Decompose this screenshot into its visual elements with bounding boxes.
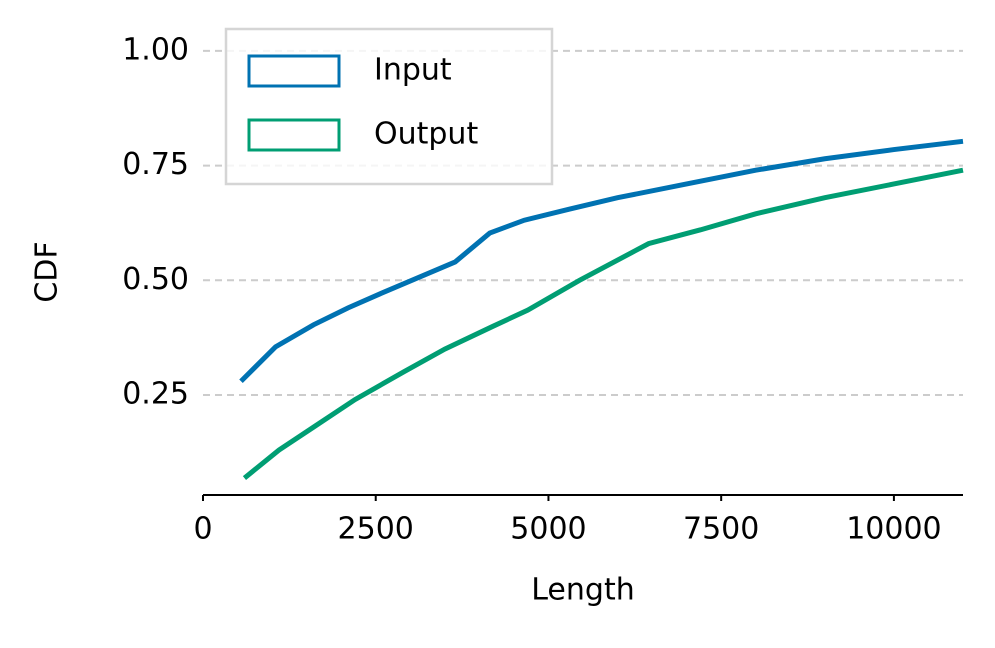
legend-label: Output: [374, 117, 478, 152]
y-tick-label: 0.25: [122, 376, 189, 411]
line-series: [239, 138, 964, 384]
y-tick-label: 0.75: [122, 147, 189, 182]
y-tick-label: 0.50: [122, 262, 189, 297]
line-series: [242, 167, 964, 480]
x-tick-label: 7500: [683, 512, 759, 547]
x-tick-label: 5000: [510, 512, 586, 547]
x-axis-label: Length: [531, 573, 634, 608]
y-tick-label: 1.00: [122, 32, 189, 67]
x-tick-label: 10000: [846, 512, 941, 547]
y-axis-label: CDF: [30, 241, 65, 302]
legend-label: Input: [374, 53, 452, 88]
x-tick-label: 0: [193, 512, 212, 547]
x-tick-label: 2500: [338, 512, 414, 547]
legend-swatch: [247, 118, 341, 152]
legend-swatch: [247, 54, 341, 88]
